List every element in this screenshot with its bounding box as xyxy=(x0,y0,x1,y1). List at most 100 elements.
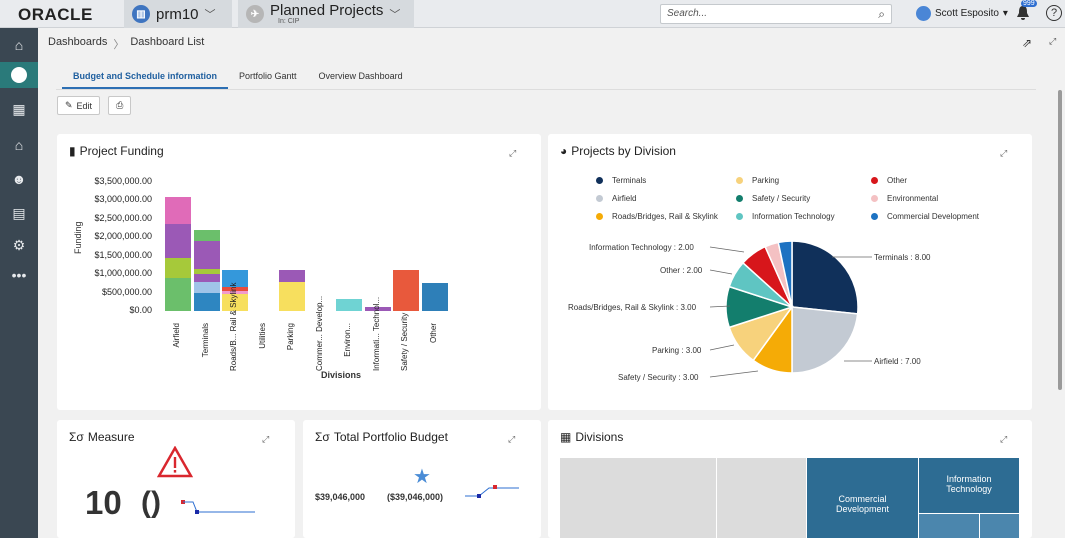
projects-icon[interactable]: ▦ xyxy=(12,100,26,117)
project-name: Planned Projects xyxy=(270,1,384,19)
bar-segment[interactable] xyxy=(193,229,220,241)
bar-segment[interactable] xyxy=(165,224,191,258)
legend-item[interactable]: Airfield xyxy=(596,194,636,203)
legend-swatch xyxy=(871,195,878,202)
legend-label: Information Technology xyxy=(752,212,835,221)
x-tick-label: Airfield xyxy=(172,323,181,348)
treemap-cell-information-technology[interactable]: Information Technology xyxy=(919,458,1019,513)
team-icon[interactable]: ☻ xyxy=(11,171,27,187)
search-icon[interactable]: ⌕ xyxy=(878,7,885,21)
user-menu[interactable]: Scott Esposito ▾ xyxy=(916,6,1008,21)
breadcrumb-dashboards[interactable]: Dashboards xyxy=(48,36,108,48)
top-header: ORACLE ▥ prm10 ﹀ ✈ Planned Projects In: … xyxy=(0,0,1065,28)
bar-segment[interactable] xyxy=(193,240,220,269)
treemap-cell[interactable] xyxy=(919,514,979,538)
fullscreen-icon[interactable]: ⤢ xyxy=(1049,36,1057,46)
treemap-cell[interactable] xyxy=(560,458,716,538)
legend-item[interactable]: Roads/Bridges, Rail & Skylink xyxy=(596,212,718,221)
bar-segment[interactable] xyxy=(193,274,220,282)
treemap-icon: ▦ xyxy=(560,430,572,444)
bar-segment[interactable] xyxy=(165,277,191,311)
expand-icon[interactable]: ⤢ xyxy=(509,148,516,158)
treemap-cell[interactable] xyxy=(980,514,1019,538)
legend-item[interactable]: Terminals xyxy=(596,176,646,185)
project-selector[interactable]: ✈ Planned Projects In: CIP ﹀ xyxy=(238,0,414,28)
print-button[interactable]: ⎙ xyxy=(108,96,132,115)
legend-item[interactable]: Environmental xyxy=(871,194,938,203)
bar-segment[interactable] xyxy=(165,196,191,225)
bar-segment[interactable] xyxy=(193,268,220,275)
legend-label: Safety / Security xyxy=(752,194,811,203)
projects-by-division-card: ◕ Projects by Division ⤢ Terminals Parking… xyxy=(548,134,1032,410)
bank-icon[interactable]: ⌂ xyxy=(14,137,24,153)
bar-segment[interactable] xyxy=(279,270,305,282)
sigma-icon: Σσ xyxy=(315,430,330,444)
pie-slice[interactable] xyxy=(777,240,793,308)
pie-slice[interactable] xyxy=(791,240,859,315)
bar-segment[interactable] xyxy=(336,299,362,311)
tab-overview-dashboard[interactable]: Overview Dashboard xyxy=(318,71,403,81)
bar-segment[interactable] xyxy=(279,281,305,311)
treemap-cell[interactable] xyxy=(717,458,806,538)
measure-title: Measure xyxy=(87,430,135,444)
expand-icon[interactable]: ⤢ xyxy=(262,434,269,444)
legend-swatch xyxy=(736,195,743,202)
legend-item[interactable]: Information Technology xyxy=(736,212,835,221)
pie-chart-icon: ◕ xyxy=(560,144,568,158)
share-icon[interactable]: ⇗ xyxy=(1022,36,1033,50)
pie-slice[interactable] xyxy=(791,306,859,374)
breadcrumb-dashboard-list[interactable]: Dashboard List xyxy=(130,36,205,48)
scrollbar[interactable] xyxy=(1058,90,1062,390)
bar-segment[interactable] xyxy=(393,270,419,311)
bar-segment[interactable] xyxy=(364,307,391,311)
bar-segment[interactable] xyxy=(421,283,448,311)
legend-item[interactable]: Other xyxy=(871,176,907,185)
x-tick-label: Informati... Technol... xyxy=(371,296,381,371)
expand-icon[interactable]: ⤢ xyxy=(1000,434,1007,444)
card-title: Σσ Total Portfolio Budget xyxy=(315,430,448,444)
legend-label: Commercial Development xyxy=(887,212,980,221)
expand-icon[interactable]: ⤢ xyxy=(508,434,515,444)
chevron-down-icon: ﹀ xyxy=(389,9,401,21)
edit-button[interactable]: ✎ Edit xyxy=(57,96,101,115)
settings-icon[interactable]: ⚙ xyxy=(12,236,26,253)
tab-budget-schedule[interactable]: Budget and Schedule information xyxy=(62,67,229,90)
legend-swatch xyxy=(871,213,878,220)
legend-swatch xyxy=(736,213,743,220)
breadcrumb: Dashboards 〉 Dashboard List xyxy=(48,36,204,52)
edit-label: Edit xyxy=(76,100,93,111)
tab-portfolio-gantt[interactable]: Portfolio Gantt xyxy=(239,71,297,81)
legend-swatch xyxy=(596,213,603,220)
legend-label: Parking xyxy=(752,176,780,185)
more-icon[interactable]: ••• xyxy=(11,267,27,283)
y-tick-label: $2,500,000.00 xyxy=(94,212,152,223)
bar-segment[interactable] xyxy=(193,292,220,311)
measure-sparkline xyxy=(181,500,255,514)
pie-chart xyxy=(709,240,872,378)
pie-data-label: Airfield : 7.00 xyxy=(874,357,921,366)
bar-segment[interactable] xyxy=(222,287,248,291)
legend-item[interactable]: Parking xyxy=(736,176,779,185)
bar-segment[interactable] xyxy=(193,281,220,293)
bar-segment[interactable] xyxy=(222,294,248,311)
search-input[interactable]: Search... ⌕ xyxy=(660,4,892,24)
legend-item[interactable]: Safety / Security xyxy=(736,194,810,203)
pie-leader-line xyxy=(709,246,745,253)
bar-segment[interactable] xyxy=(165,257,191,278)
expand-icon[interactable]: ⤢ xyxy=(1000,148,1007,158)
workspace-selector[interactable]: ▥ prm10 ﹀ xyxy=(124,0,232,28)
help-icon[interactable]: ? xyxy=(1046,5,1062,21)
pie-data-label: Other : 2.00 xyxy=(660,266,703,275)
legend-swatch xyxy=(736,177,743,184)
docs-icon[interactable]: ▤ xyxy=(12,204,26,221)
bar-segment[interactable] xyxy=(222,290,248,295)
legend-item[interactable]: Commercial Development xyxy=(871,212,979,221)
treemap-cell-commercial-development[interactable]: Commercial Development xyxy=(807,458,918,538)
dashboard-icon[interactable] xyxy=(0,62,38,88)
x-tick-label: Environ... xyxy=(343,323,352,357)
x-tick-label: Roads/B... Rail & Skylink xyxy=(229,282,238,371)
bar-segment[interactable] xyxy=(222,270,248,288)
bell-icon[interactable] xyxy=(1016,5,1030,21)
legend-label: Roads/Bridges, Rail & Skylink xyxy=(612,212,718,221)
home-icon[interactable]: ⌂ xyxy=(14,37,24,53)
